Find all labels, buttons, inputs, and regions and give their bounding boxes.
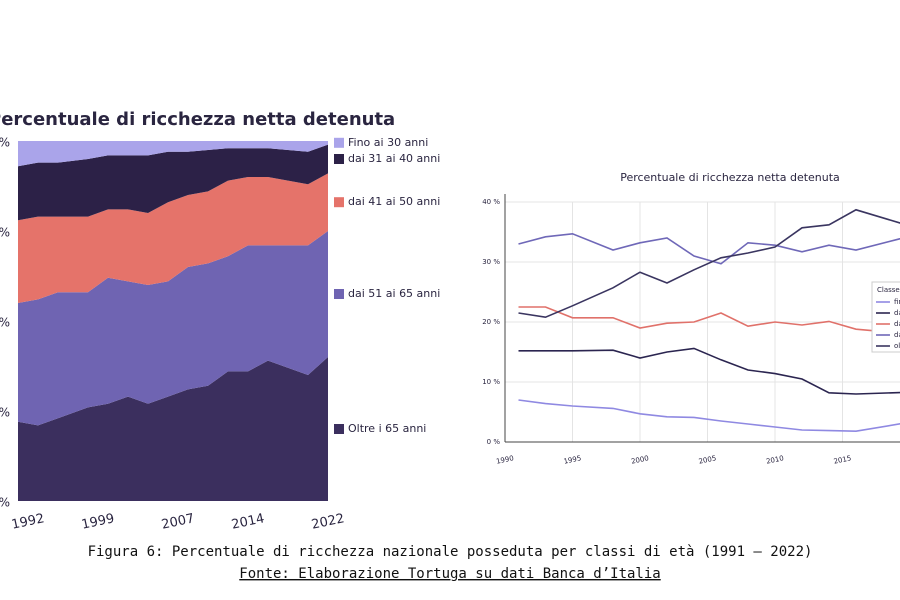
y-tick-label: 0 %: [487, 438, 501, 446]
area: [18, 144, 328, 221]
area: [18, 141, 328, 167]
x-tick-label: 1990: [495, 454, 514, 466]
x-tick-label: 2015: [833, 454, 852, 466]
caption-source: Fonte: Elaborazione Tortuga su dati Banc…: [239, 566, 660, 582]
legend-label: Fino ai 30 anni: [348, 136, 428, 149]
y-tick-label: 75%: [0, 226, 10, 240]
line: [518, 347, 900, 395]
x-tick-label: 2000: [630, 454, 649, 466]
legend-label: dai 31 ai 40 anni: [348, 152, 440, 165]
x-tick-label: 2007: [160, 511, 195, 533]
y-tick-label: 20 %: [482, 318, 500, 326]
legend-swatch: [334, 424, 344, 434]
x-tick-label: 2010: [765, 454, 784, 466]
caption-title: Figura 6: Percentuale di ricchezza nazio…: [88, 544, 813, 560]
x-tick-label: 2014: [230, 511, 265, 533]
y-tick-label: 0%: [0, 496, 10, 510]
area: [18, 173, 328, 303]
y-tick-label: 100%: [0, 136, 10, 150]
legend-label: dai 31 ai 40 anni: [894, 309, 900, 317]
legend-swatch: [334, 197, 344, 208]
y-tick-label: 50%: [0, 316, 10, 330]
legend-swatch: [334, 137, 344, 148]
area: [18, 231, 328, 426]
line: [518, 306, 900, 334]
legend-swatch: [334, 289, 344, 299]
legend-label: dai 51 ai 65 anni: [894, 331, 900, 339]
legend-label: fino ai 30 anni: [894, 298, 900, 306]
area: [18, 357, 328, 501]
legend-box: [871, 281, 900, 353]
chart-title: Percentuale di ricchezza netta detenuta: [620, 171, 840, 184]
x-tick-label: 2005: [698, 454, 717, 466]
legend-label: oltre i 65 anni: [894, 342, 900, 350]
line: [518, 232, 900, 265]
line: [518, 208, 900, 319]
y-tick-label: 10 %: [482, 378, 500, 386]
legend-swatch: [334, 154, 344, 164]
chart-title: Percentuale di ricchezza netta detenuta: [0, 109, 395, 130]
legend-title: Classe di età: [877, 286, 900, 294]
y-tick-label: 30 %: [482, 258, 500, 266]
legend-label: dai 41 ai 50 anni: [348, 195, 440, 208]
y-tick-label: 40 %: [482, 198, 500, 206]
x-tick-label: 1995: [563, 454, 582, 466]
line: [518, 399, 900, 433]
x-tick-label: 2022: [310, 511, 345, 533]
y-tick-label: 25%: [0, 406, 10, 420]
legend-label: Oltre i 65 anni: [348, 422, 426, 435]
legend-label: dai 51 ai 65 anni: [348, 287, 440, 300]
legend-label: dai 41 ai 50 anni: [894, 320, 900, 328]
x-tick-label: 1999: [80, 511, 115, 533]
x-tick-label: 1992: [10, 511, 45, 533]
